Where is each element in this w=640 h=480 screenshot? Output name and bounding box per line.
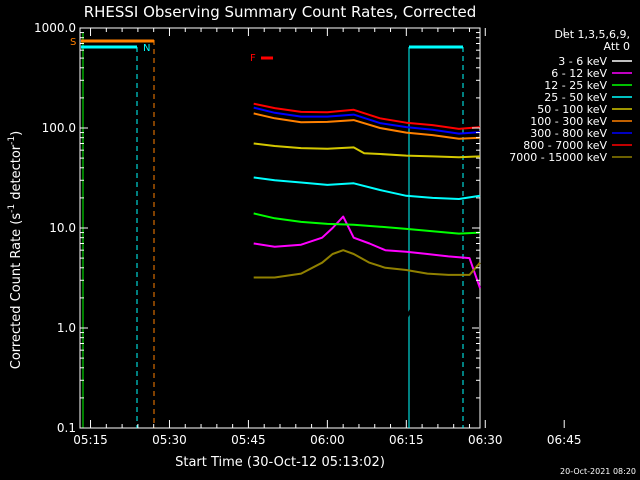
legend-header: Att 0 — [604, 40, 630, 53]
series-line-6 — [253, 106, 481, 135]
legend-label-3: 25 - 50 keV — [544, 91, 607, 104]
legend-label-8: 7000 - 15000 keV — [509, 151, 607, 164]
x-tick-label: 06:00 — [310, 433, 345, 447]
flare-label: F — [250, 53, 256, 64]
legend-label-5: 100 - 300 keV — [530, 115, 607, 128]
y-tick-label: 1.0 — [57, 321, 76, 335]
legend-label-1: 6 - 12 keV — [551, 67, 607, 80]
y-tick-label: 10.0 — [49, 221, 76, 235]
legend-label-6: 300 - 800 keV — [530, 127, 607, 140]
y-tick-label: 100.0 — [42, 121, 76, 135]
chart-title: RHESSI Observing Summary Count Rates, Co… — [84, 3, 477, 21]
series-line-1 — [253, 215, 481, 289]
series-line-5 — [253, 112, 481, 140]
saa-label: S — [70, 37, 76, 48]
legend-label-7: 800 - 7000 keV — [523, 139, 607, 152]
series-line-8 — [253, 249, 481, 279]
x-tick-label: 06:15 — [389, 433, 424, 447]
y-axis-label: Corrected Count Rate (s-1 detector-1) — [7, 131, 24, 369]
legend-header: Det 1,3,5,6,9, — [554, 28, 630, 41]
x-tick-label: 06:45 — [547, 433, 582, 447]
legend-label-0: 3 - 6 keV — [558, 55, 607, 68]
series-line-7 — [253, 102, 481, 130]
x-axis-label: Start Time (30-Oct-12 05:13:02) — [175, 455, 385, 470]
legend-label-2: 12 - 25 keV — [544, 79, 607, 92]
timestamp: 20-Oct-2021 08:20 — [560, 467, 636, 476]
x-tick-label: 06:30 — [468, 433, 503, 447]
series-line-0 — [253, 249, 480, 329]
x-tick-label: 05:45 — [231, 433, 266, 447]
y-tick-label: 1000.0 — [34, 21, 76, 35]
legend-label-4: 50 - 100 keV — [537, 103, 607, 116]
y-tick-label: 0.1 — [57, 421, 76, 435]
x-tick-label: 05:30 — [152, 433, 187, 447]
x-tick-label: 05:15 — [73, 433, 108, 447]
series-line-4 — [253, 142, 481, 159]
series-line-3 — [253, 176, 481, 200]
night-label: N — [143, 43, 150, 54]
series-line-2 — [253, 212, 481, 235]
